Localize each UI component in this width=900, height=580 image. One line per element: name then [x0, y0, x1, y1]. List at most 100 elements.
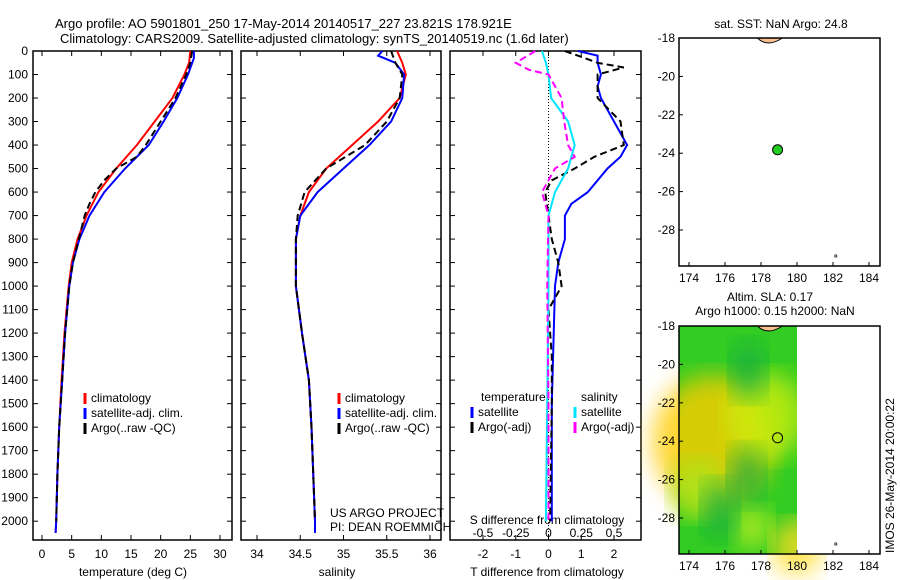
salinity-tick-label: 34.5: [289, 547, 313, 561]
temperature-tick-label: 0: [39, 547, 46, 561]
salinity-tick-label: 35.5: [375, 547, 399, 561]
depth-tick-label: 2000: [1, 514, 28, 528]
depth-tick-label: 500: [8, 162, 28, 176]
t-diff-tick-label: 1: [578, 547, 585, 561]
sst-map-frame: [678, 37, 881, 267]
salinity-tick-label: 34: [250, 547, 264, 561]
lat-tick-label: -18: [658, 319, 676, 333]
lat-tick-label: -26: [658, 473, 676, 487]
plot-frame-0: [32, 50, 233, 541]
depth-tick-label: 1500: [1, 397, 28, 411]
temperature-tick-label: 15: [124, 547, 138, 561]
small-island: [834, 542, 838, 546]
legend-label: satellite: [478, 405, 519, 419]
lon-tick-label: 180: [787, 271, 807, 285]
t-diff-axis-label: T difference from climatology: [470, 565, 624, 579]
sla-map-title-line2: Argo h1000: 0.15 h2000: NaN: [695, 304, 854, 318]
lat-tick-label: -22: [658, 108, 676, 122]
small-island: [834, 254, 838, 258]
lat-tick-label: -26: [658, 185, 676, 199]
sla-map-frame: [678, 325, 881, 555]
diff-line-salinity-Argo-adj-: [513, 50, 577, 522]
s-diff-axis-label: S difference from climatology: [470, 513, 625, 527]
no-data-area: [797, 326, 880, 554]
s-diff-tick-label: -0.25: [502, 526, 530, 540]
project-label: US ARGO PROJECT: [330, 506, 445, 520]
sla-low: [730, 340, 767, 401]
sla-low: [701, 480, 738, 541]
depth-tick-label: 700: [8, 209, 28, 223]
depth-tick-label: 1800: [1, 467, 28, 481]
legend-label: Argo(-adj): [581, 420, 634, 434]
legend-label: satellite-adj. clim.: [345, 406, 437, 420]
lon-tick-label: 184: [859, 271, 879, 285]
lon-tick-label: 180: [787, 559, 807, 573]
depth-tick-label: 1700: [1, 444, 28, 458]
temperature-line-satellite-adj: [54, 51, 195, 533]
lon-tick-label: 182: [823, 271, 843, 285]
lon-tick-label: 178: [751, 271, 771, 285]
t-diff-tick-label: -2: [478, 547, 489, 561]
depth-tick-label: 900: [8, 256, 28, 270]
sla-low: [728, 445, 765, 506]
plot-frame-2: [449, 50, 642, 541]
lon-tick-label: 182: [823, 559, 843, 573]
lat-tick-label: -18: [658, 31, 676, 45]
figure-title-line1: Argo profile: AO 5901801_250 17-May-2014…: [55, 16, 512, 31]
lat-tick-label: -20: [658, 69, 676, 83]
depth-tick-label: 100: [8, 68, 28, 82]
salinity-tick-label: 36: [423, 547, 437, 561]
s-diff-tick-label: 0.5: [606, 526, 623, 540]
temperature-line-Argo: [55, 50, 194, 522]
lat-tick-label: -22: [658, 396, 676, 410]
lat-tick-label: -28: [658, 223, 676, 237]
depth-tick-label: 300: [8, 115, 28, 129]
salinity-tick-label: 35: [337, 547, 351, 561]
legend-heading-temperature: temperature: [481, 390, 546, 404]
lon-tick-label: 174: [679, 559, 699, 573]
depth-tick-label: 0: [21, 44, 28, 58]
depth-tick-label: 200: [8, 91, 28, 105]
argo-location-marker: [772, 432, 784, 444]
temperature-tick-label: 25: [184, 547, 198, 561]
depth-tick-label: 1300: [1, 350, 28, 364]
figure-title-line2: Climatology: CARS2009. Satellite-adjuste…: [60, 31, 569, 46]
salinity-axis-label: salinity: [319, 565, 356, 579]
plot-frame-1: [240, 50, 442, 541]
legend-label: satellite-adj. clim.: [91, 406, 183, 420]
salinity-line-Argo: [294, 50, 404, 522]
sla-blob: [732, 505, 772, 550]
lat-tick-label: -24: [658, 146, 676, 160]
s-diff-tick-label: -0.5: [473, 526, 494, 540]
legend-heading-salinity: salinity: [581, 390, 618, 404]
temperature-line-climatology: [54, 50, 192, 533]
legend-label: climatology: [345, 391, 405, 405]
lat-tick-label: -24: [658, 434, 676, 448]
depth-tick-label: 1000: [1, 279, 28, 293]
diff-line-temperature-satellite: [550, 50, 629, 522]
s-diff-tick-label: 0.25: [570, 526, 594, 540]
depth-tick-label: 1200: [1, 326, 28, 340]
s-diff-tick-label: 0: [545, 526, 552, 540]
lat-tick-label: -28: [658, 511, 676, 525]
legend-label: satellite: [581, 405, 622, 419]
legend-label: Argo(..raw -QC): [91, 421, 176, 435]
temperature-tick-label: 20: [154, 547, 168, 561]
lon-tick-label: 178: [751, 559, 771, 573]
depth-tick-label: 1600: [1, 420, 28, 434]
temperature-tick-label: 5: [68, 547, 75, 561]
t-diff-tick-label: 0: [545, 547, 552, 561]
temperature-tick-label: 30: [213, 547, 227, 561]
diff-line-temperature-Argo-adj-: [544, 50, 625, 522]
depth-tick-label: 1400: [1, 373, 28, 387]
lat-tick-label: -20: [658, 357, 676, 371]
legend-label: Argo(-adj): [478, 420, 531, 434]
sla-map-title-line1: Altim. SLA: 0.17: [727, 290, 813, 304]
argo-location-marker: [772, 144, 784, 156]
legend-label: Argo(..raw -QC): [345, 421, 430, 435]
depth-tick-label: 1100: [2, 303, 28, 317]
lon-tick-label: 176: [715, 559, 735, 573]
sst-map-title: sat. SST: NaN Argo: 24.8: [714, 17, 848, 31]
legend-label: climatology: [91, 391, 151, 405]
